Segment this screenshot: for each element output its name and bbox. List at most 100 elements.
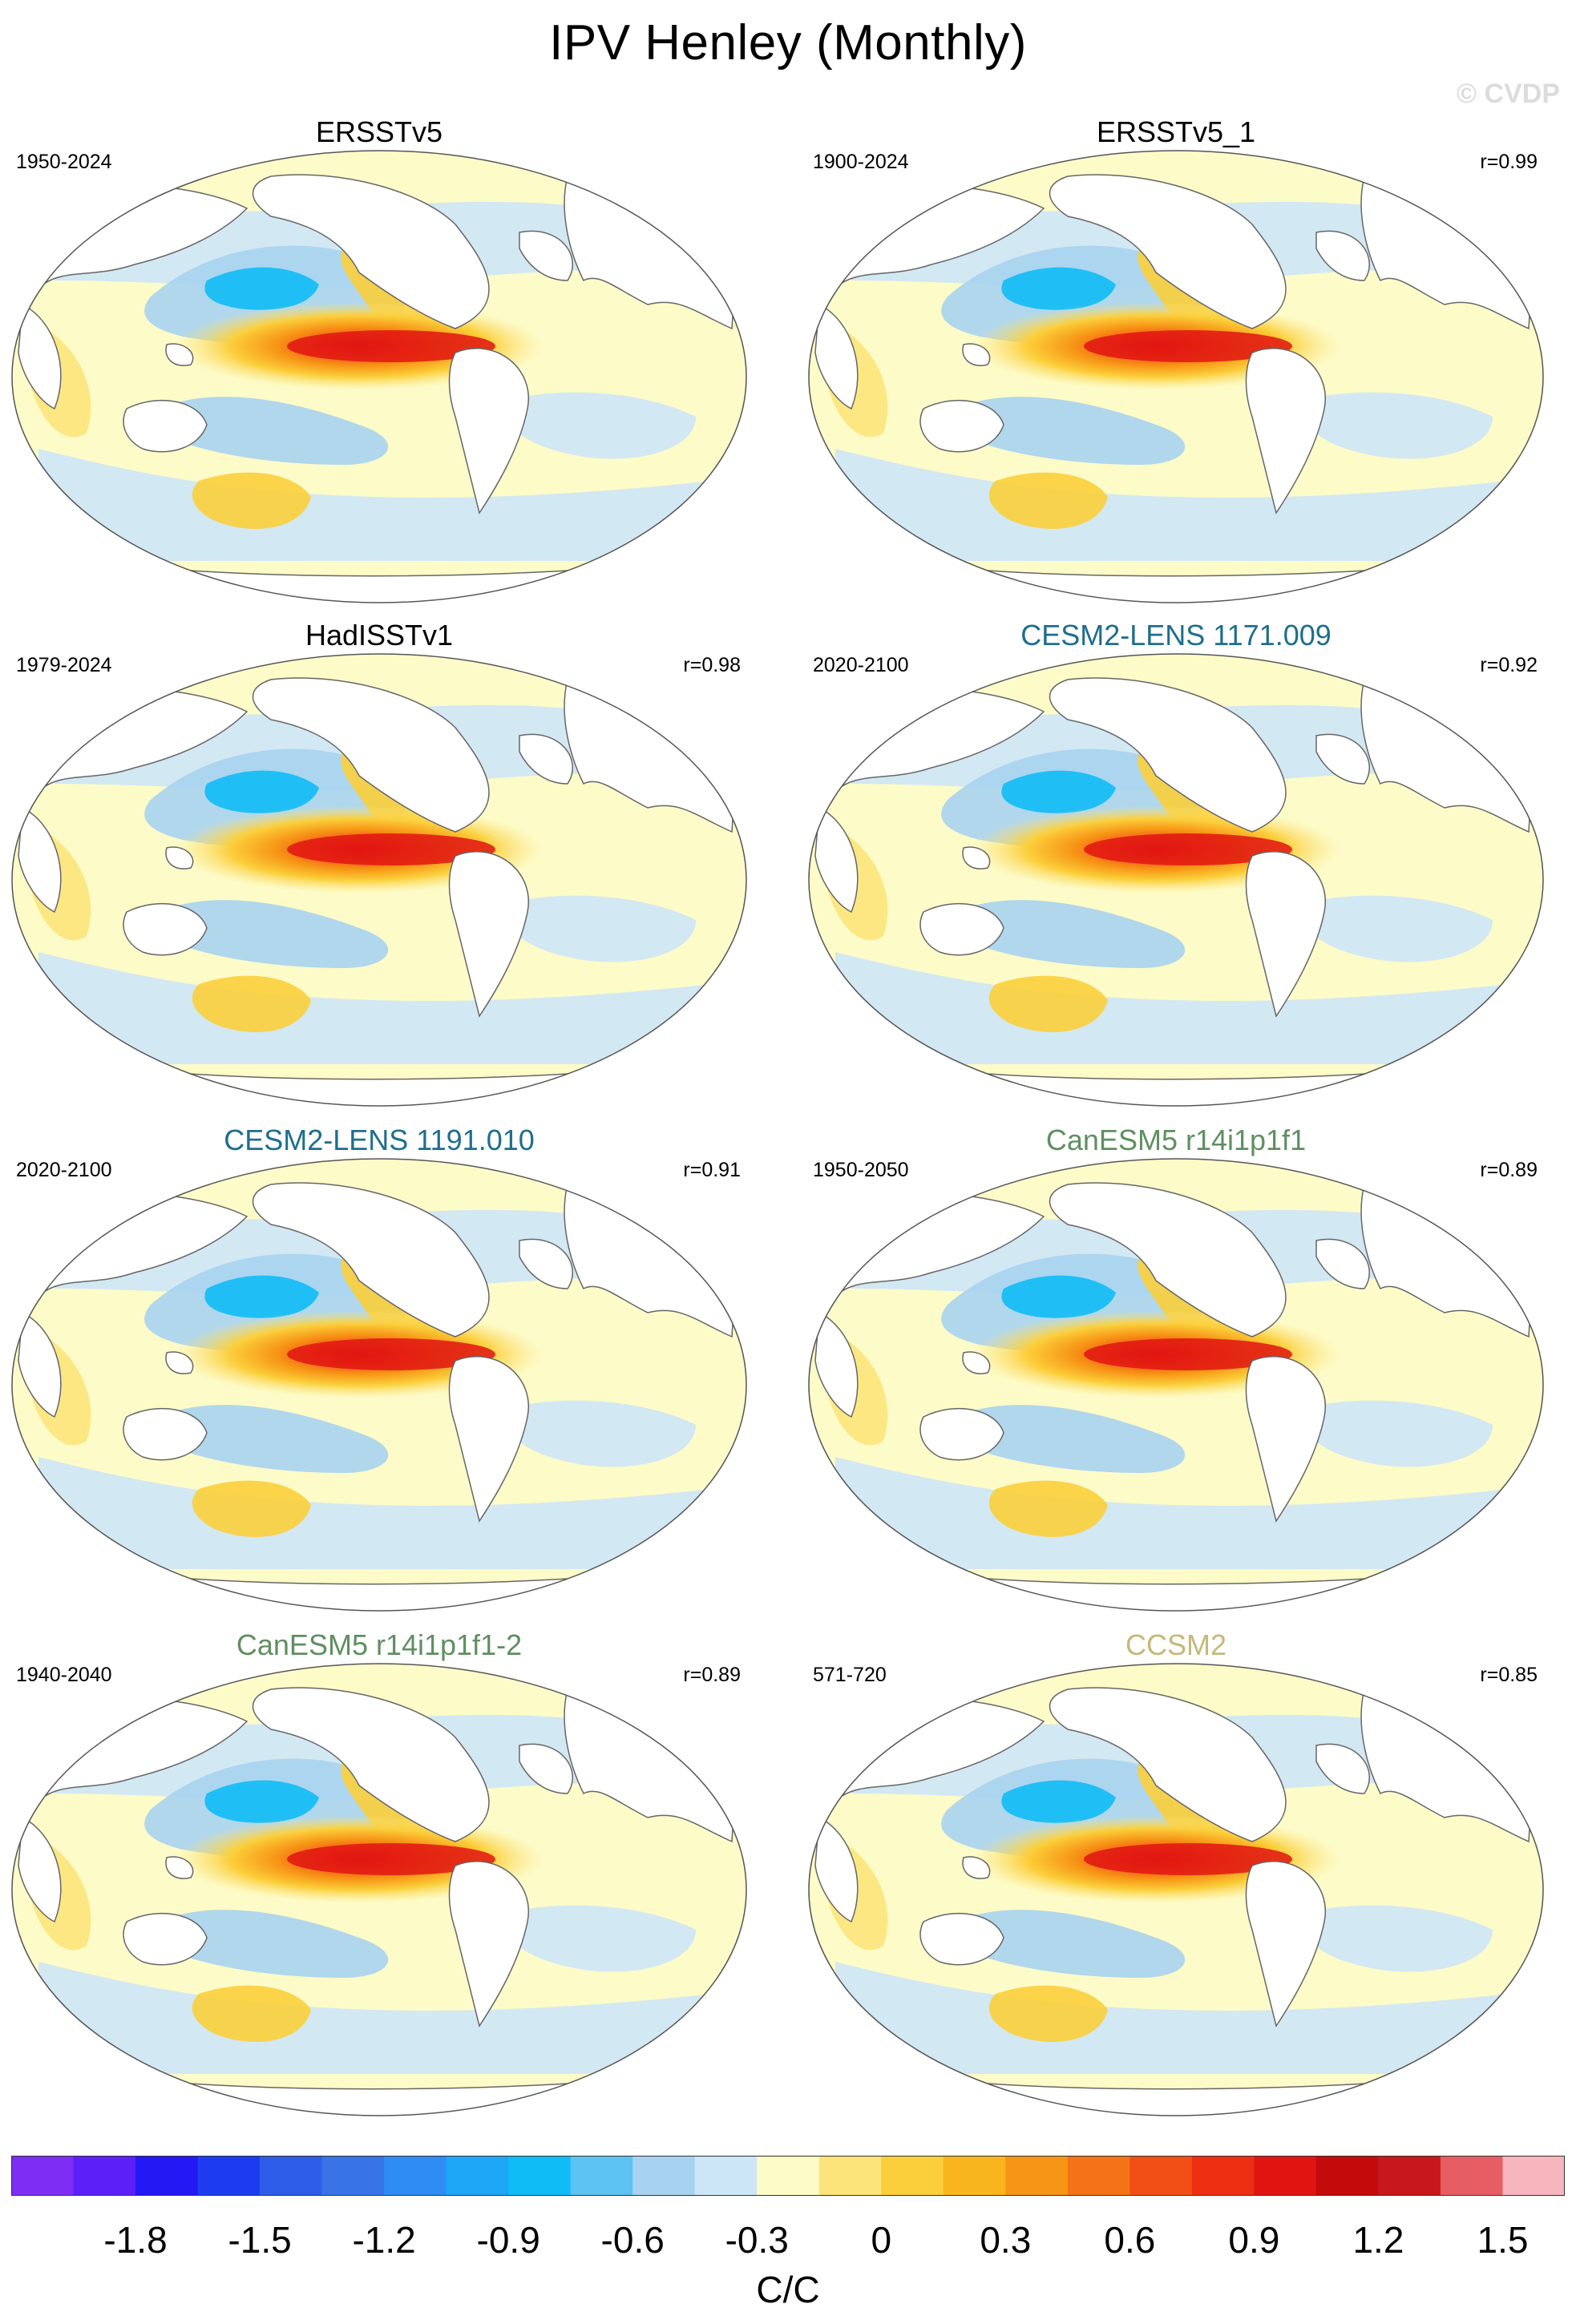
australia-land bbox=[123, 1407, 208, 1461]
north-america-land bbox=[1049, 1182, 1287, 1338]
panel-correlation: r=0.91 bbox=[683, 1159, 741, 1181]
north-pacific-core bbox=[204, 1780, 319, 1823]
robinson-map bbox=[808, 150, 1544, 603]
maritime-continent-land bbox=[165, 343, 194, 366]
robinson-map bbox=[808, 653, 1544, 1107]
south-pacific-warm bbox=[988, 975, 1108, 1032]
robinson-map bbox=[808, 1663, 1544, 2116]
colorbar-swatch bbox=[446, 2156, 509, 2196]
north-america-land bbox=[1049, 1687, 1287, 1842]
south-america-land bbox=[1245, 1861, 1327, 2027]
colorbar-swatch bbox=[1440, 2156, 1503, 2196]
south-atlantic-cool bbox=[1300, 392, 1493, 459]
panel-correlation: r=0.89 bbox=[683, 1664, 741, 1686]
panel-title: HadISSTv1 bbox=[305, 619, 454, 652]
robinson-map bbox=[11, 150, 747, 603]
maritime-continent-land bbox=[165, 846, 194, 869]
south-pacific-cool bbox=[956, 397, 1186, 465]
south-america-land bbox=[1245, 348, 1327, 514]
colorbar-tick-label: 0.6 bbox=[1104, 2219, 1156, 2261]
panel-period: 1950-2050 bbox=[813, 1159, 909, 1181]
panel-title: ERSSTv5_1 bbox=[1096, 115, 1256, 148]
south-atlantic-cool bbox=[1300, 1400, 1493, 1467]
map-panel: CanESM5 r14i1p1f1 1950-2050 r=0.89 bbox=[803, 1124, 1549, 1620]
south-pacific-warm bbox=[988, 1985, 1108, 2042]
north-america-land bbox=[252, 677, 490, 833]
greenland-land bbox=[1315, 733, 1370, 785]
colorbar-tick-label: -0.9 bbox=[476, 2219, 540, 2261]
enso-core bbox=[287, 833, 495, 865]
colorbar-tick-label: 1.5 bbox=[1477, 2219, 1529, 2261]
panel-period: 2020-2100 bbox=[16, 1159, 112, 1181]
south-america-land bbox=[448, 1356, 530, 1523]
colorbar-ticks: -1.8 -1.5 -1.2 -0.9 -0.6 -0.3 0 0.3 0.6 0.9 1.2 1.5… bbox=[0, 2218, 1576, 2266]
southern-ocean-cool bbox=[835, 952, 1525, 1064]
australia-land bbox=[919, 1912, 1004, 1966]
south-atlantic-cool bbox=[1300, 895, 1493, 962]
enso-core bbox=[287, 1843, 495, 1875]
maritime-continent-land bbox=[962, 846, 991, 869]
enso-core bbox=[287, 1338, 495, 1370]
robinson-map bbox=[11, 1158, 747, 1612]
africa-land bbox=[18, 303, 62, 410]
south-america-land bbox=[448, 1861, 530, 2027]
colorbar-swatch bbox=[73, 2156, 136, 2196]
colorbar-swatch bbox=[1005, 2156, 1069, 2196]
panel-correlation: r=0.98 bbox=[683, 654, 741, 676]
panel-correlation: r=0.92 bbox=[1480, 654, 1538, 676]
south-america-land bbox=[1245, 851, 1327, 1018]
south-pacific-warm bbox=[192, 1480, 311, 1537]
africa-land bbox=[814, 303, 859, 410]
greenland-land bbox=[519, 733, 573, 785]
south-america-land bbox=[448, 851, 530, 1018]
south-pacific-cool bbox=[956, 900, 1186, 968]
greenland-land bbox=[519, 230, 573, 281]
colorbar-swatch bbox=[197, 2156, 261, 2196]
map-panel: CCSM2 571-720 r=0.85 bbox=[803, 1628, 1549, 2125]
south-atlantic-cool bbox=[1300, 1905, 1493, 1972]
maritime-continent-land bbox=[962, 1351, 991, 1374]
southern-ocean-cool bbox=[835, 449, 1525, 561]
colorbar-swatch bbox=[1191, 2156, 1255, 2196]
map-outline bbox=[808, 1158, 1544, 1612]
africa-land bbox=[18, 806, 62, 914]
greenland-land bbox=[1315, 1238, 1370, 1289]
colorbar-swatch bbox=[757, 2156, 820, 2196]
africa-land bbox=[18, 1816, 62, 1923]
panel-title: CanESM5 r14i1p1f1 bbox=[1045, 1124, 1307, 1156]
colorbar-tick-label: 1.2 bbox=[1352, 2219, 1404, 2261]
colorbar-swatch bbox=[1502, 2156, 1565, 2196]
colorbar-swatch bbox=[384, 2156, 447, 2196]
southern-ocean-cool bbox=[38, 1962, 728, 2074]
north-america-land bbox=[1049, 174, 1287, 329]
southern-ocean-cool bbox=[38, 449, 728, 561]
colorbar-units: C/C bbox=[756, 2269, 820, 2310]
north-pacific-core bbox=[1001, 267, 1116, 310]
colorbar-swatch bbox=[632, 2156, 696, 2196]
panel-period: 1940-2040 bbox=[16, 1664, 112, 1686]
panel-period: 1979-2024 bbox=[16, 654, 112, 676]
colorbar-swatch bbox=[1378, 2156, 1441, 2196]
map-panel: HadISSTv1 1979-2024 r=0.98 bbox=[6, 619, 752, 1116]
robinson-map bbox=[11, 1663, 747, 2116]
colorbar-swatch bbox=[1067, 2156, 1130, 2196]
south-pacific-cool bbox=[159, 1405, 389, 1473]
south-pacific-cool bbox=[159, 397, 389, 465]
south-america-land bbox=[448, 348, 530, 514]
panel-period: 2020-2100 bbox=[813, 654, 909, 676]
enso-core bbox=[1084, 833, 1292, 865]
credit-watermark: © CVDP bbox=[1457, 79, 1560, 109]
colorbar-swatch bbox=[1254, 2156, 1317, 2196]
north-pacific-core bbox=[1001, 1780, 1116, 1823]
panel-correlation: r=0.99 bbox=[1480, 151, 1538, 173]
colorbar-frame bbox=[11, 2156, 1565, 2196]
colorbar-swatch bbox=[11, 2156, 75, 2196]
south-america-land bbox=[1245, 1356, 1327, 1523]
robinson-map bbox=[808, 1158, 1544, 1612]
map-panel: CESM2-LENS 1191.010 2020-2100 r=0.91 bbox=[6, 1124, 752, 1620]
colorbar-tick-label: 0.9 bbox=[1228, 2219, 1280, 2261]
colorbar-swatch bbox=[943, 2156, 1006, 2196]
north-america-land bbox=[252, 174, 490, 329]
colorbar-swatch bbox=[260, 2156, 323, 2196]
north-pacific-core bbox=[204, 267, 319, 310]
